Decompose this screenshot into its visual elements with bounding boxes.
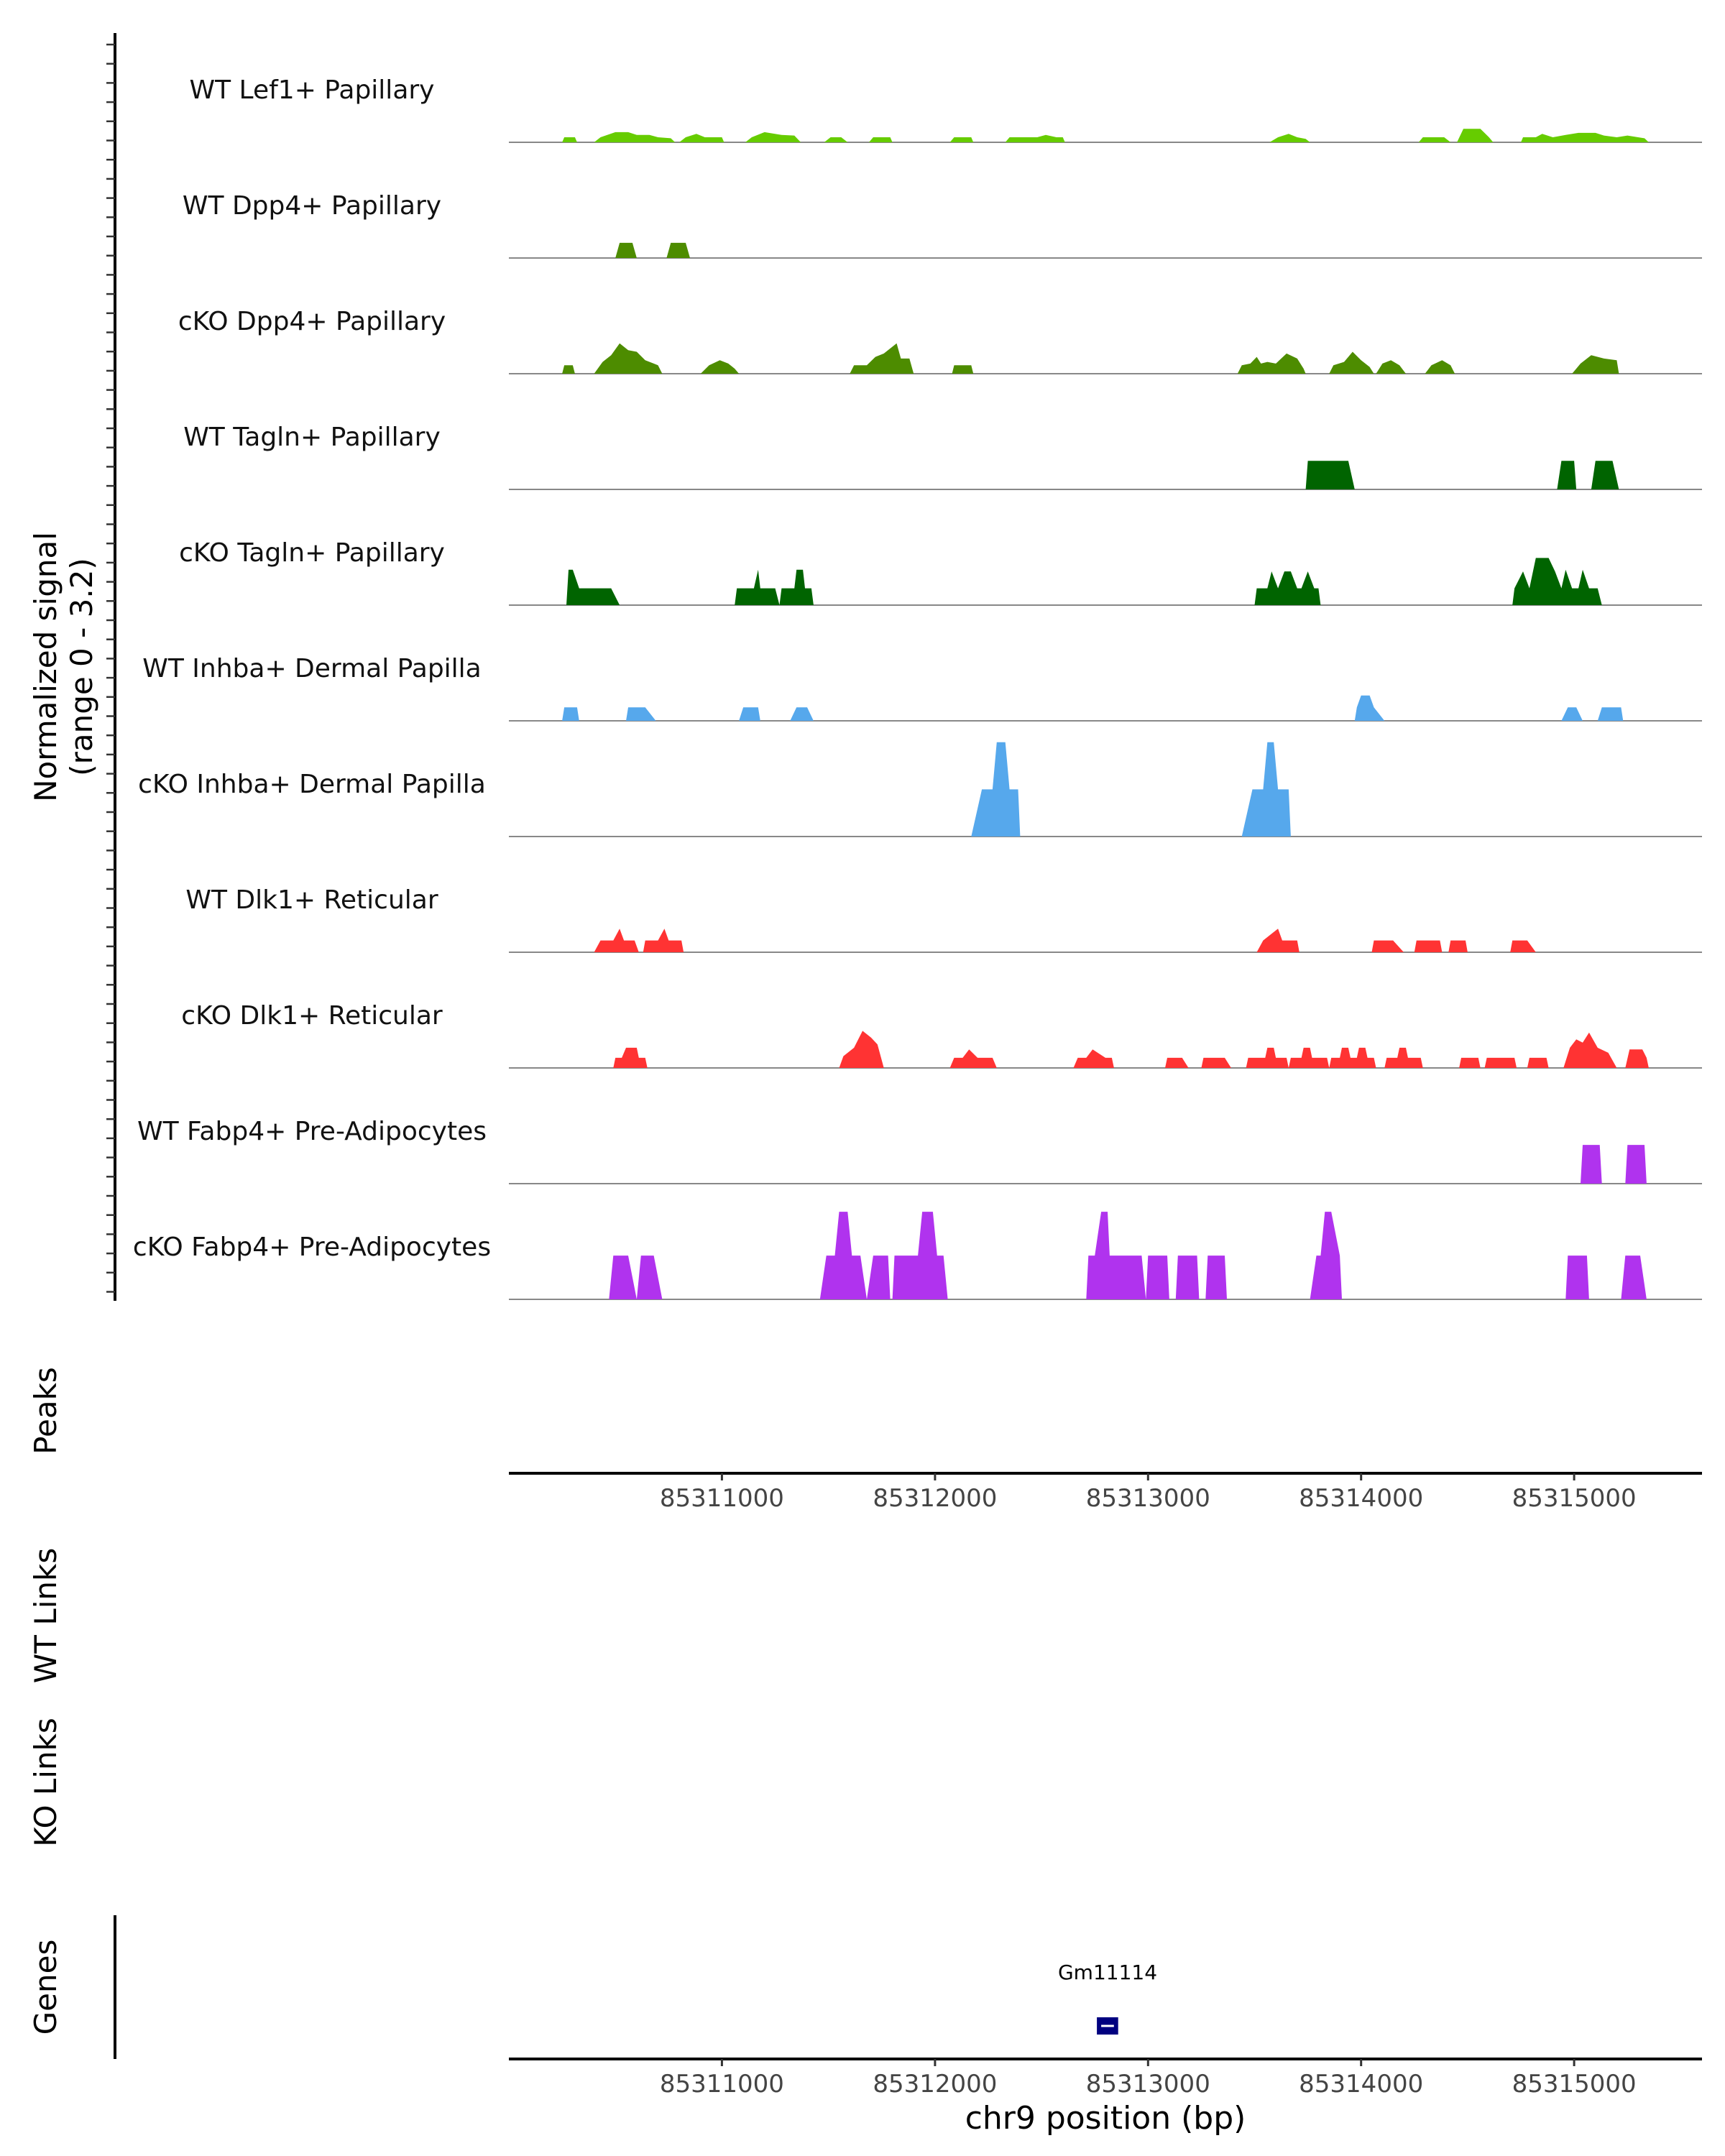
track-8: cKO Dlk1+ Reticular — [181, 1001, 1702, 1069]
wt-links-panel-label: WT Links — [28, 1548, 63, 1683]
coverage-area — [609, 1212, 1647, 1299]
gene-annotations: Gm11114 — [1058, 1961, 1157, 2035]
x-tick-label: 85315000 — [1512, 1484, 1637, 1513]
genes-panel-label: Genes — [28, 1940, 63, 2035]
genes-x-axis: 85311000 85312000 85313000 85314000 85315000 — [660, 2059, 1637, 2099]
track-label: cKO Tagln+ Papillary — [179, 538, 445, 568]
coverage-area — [615, 242, 690, 258]
x-tick-label: 85312000 — [873, 2070, 997, 2099]
track-1: WT Dpp4+ Papillary — [183, 191, 1702, 259]
track-7: WT Dlk1+ Reticular — [185, 885, 1702, 953]
x-tick-label: 85313000 — [1086, 2070, 1210, 2099]
signal-y-axis-title-line1: Normalized signal — [28, 532, 63, 802]
track-4: cKO Tagln+ Papillary — [179, 538, 1702, 606]
track-2: cKO Dpp4+ Papillary — [178, 307, 1702, 374]
track-label: cKO Fabp4+ Pre-Adipocytes — [133, 1233, 491, 1262]
x-tick-label: 85311000 — [660, 1484, 784, 1513]
coverage-area — [594, 929, 1536, 952]
track-label: WT Dpp4+ Papillary — [183, 191, 441, 221]
x-tick-label: 85311000 — [660, 2070, 784, 2099]
coverage-area — [562, 695, 1624, 721]
track-label: WT Tagln+ Papillary — [183, 423, 441, 452]
track-label: cKO Dlk1+ Reticular — [181, 1001, 443, 1031]
coverage-area — [1581, 1145, 1647, 1184]
coverage-area — [562, 343, 1619, 374]
signal-y-axis-title-line2: (range 0 - 3.2) — [64, 558, 99, 776]
x-tick-label: 85312000 — [873, 1484, 997, 1513]
ko-links-panel-label: KO Links — [28, 1718, 63, 1847]
track-5: WT Inhba+ Dermal Papilla — [142, 654, 1702, 722]
x-tick-label: 85314000 — [1299, 2070, 1423, 2099]
track-label: WT Lef1+ Papillary — [190, 75, 435, 105]
signal-y-ticks — [106, 43, 115, 1293]
track-label: WT Dlk1+ Reticular — [185, 885, 438, 915]
x-tick-label: 85315000 — [1512, 2070, 1637, 2099]
signal-y-axis — [106, 33, 116, 1301]
coverage-area — [971, 742, 1291, 837]
coverage-area — [1305, 461, 1619, 489]
track-0: WT Lef1+ Papillary — [190, 75, 1702, 143]
peaks-panel-label: Peaks — [28, 1367, 63, 1455]
track-label: cKO Inhba+ Dermal Papilla — [138, 770, 486, 799]
coverage-area — [562, 129, 1649, 142]
track-label: cKO Dpp4+ Papillary — [178, 307, 446, 336]
track-6: cKO Inhba+ Dermal Papilla — [138, 742, 1702, 837]
coverage-tracks: WT Lef1+ Papillary WT Dpp4+ Papillary cKO … — [133, 75, 1702, 1300]
track-label: WT Inhba+ Dermal Papilla — [142, 654, 481, 683]
track-9: WT Fabp4+ Pre-Adipocytes — [137, 1117, 1702, 1184]
x-tick-label: 85314000 — [1299, 1484, 1423, 1513]
coverage-area — [613, 1031, 1649, 1068]
track-3: WT Tagln+ Papillary — [183, 423, 1702, 490]
x-axis-title: chr9 position (bp) — [965, 2100, 1246, 2137]
track-10: cKO Fabp4+ Pre-Adipocytes — [133, 1212, 1702, 1300]
track-label: WT Fabp4+ Pre-Adipocytes — [137, 1117, 487, 1146]
x-tick-label: 85313000 — [1086, 1484, 1210, 1513]
gene-name: Gm11114 — [1058, 1961, 1157, 1984]
peaks-x-axis: 85311000 85312000 85313000 85314000 85315000 — [660, 1473, 1637, 1513]
